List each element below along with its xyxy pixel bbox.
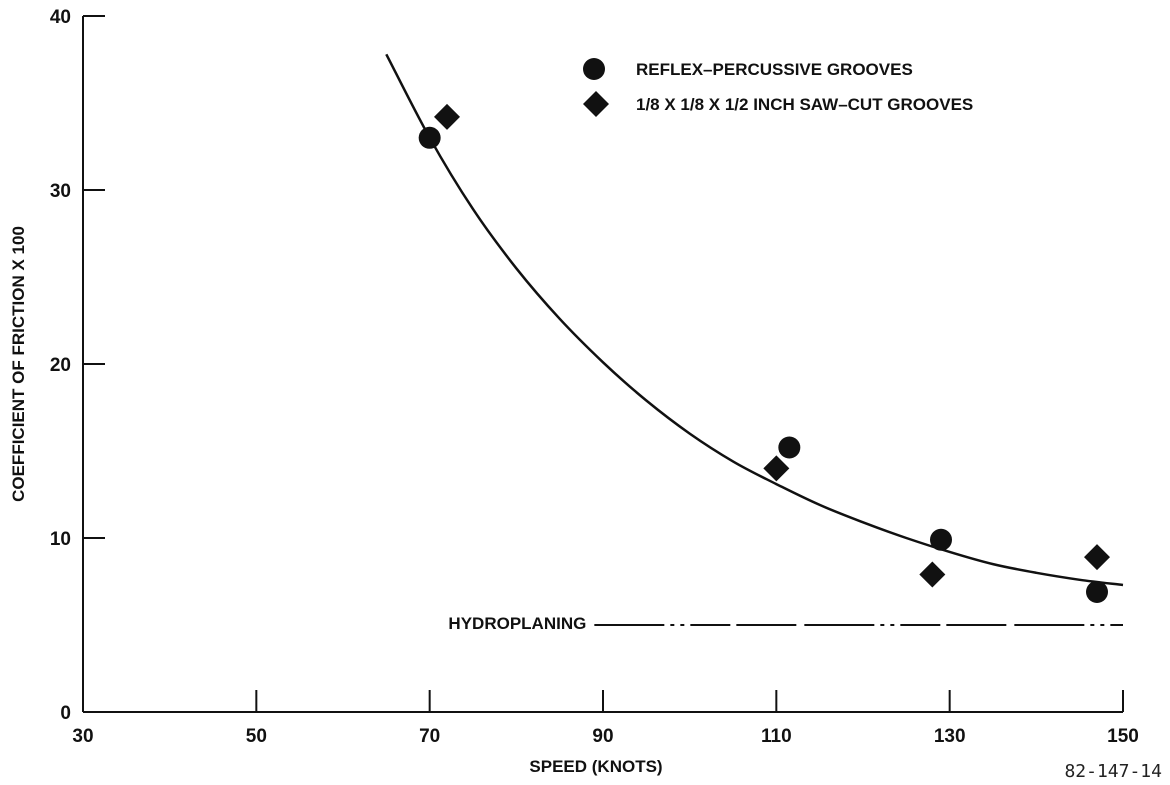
x-tick-label: 90: [592, 726, 613, 747]
fit-curve: [385, 53, 1124, 587]
x-ticks: 30 50 70 90 110 130 150: [72, 690, 1139, 747]
data-point-circle: [778, 436, 801, 459]
legend: REFLEX–PERCUSSIVE GROOVES 1/8 X 1/8 X 1/…: [583, 58, 973, 117]
x-tick-label: 50: [246, 726, 267, 747]
data-point-diamond: [1084, 544, 1110, 571]
data-point-circle: [930, 528, 952, 551]
x-tick-label: 70: [419, 726, 440, 747]
hydroplaning-label: HYDROPLANING: [448, 614, 586, 633]
data-point-circle: [418, 126, 441, 149]
legend-entry-sawcut: 1/8 X 1/8 X 1/2 INCH SAW–CUT GROOVES: [636, 95, 973, 114]
y-tick-label: 40: [50, 7, 71, 28]
legend-circle-marker: [583, 58, 605, 80]
data-point-circle: [1086, 580, 1108, 603]
figure-id: 82-147-14: [1064, 761, 1162, 782]
x-tick-label: 110: [761, 726, 792, 747]
y-tick-label: 20: [50, 355, 71, 376]
legend-diamond-marker: [583, 91, 609, 117]
x-tick-label: 30: [72, 726, 93, 747]
legend-entry-reflex: REFLEX–PERCUSSIVE GROOVES: [636, 60, 913, 79]
data-point-diamond: [919, 561, 946, 588]
y-tick-label: 0: [60, 703, 71, 724]
x-tick-label: 150: [1107, 726, 1139, 747]
x-tick-label: 130: [934, 726, 966, 747]
x-axis-label: SPEED (KNOTS): [529, 757, 662, 776]
y-ticks: 0 10 20 30 40: [50, 7, 105, 724]
data-points: [418, 103, 1110, 603]
y-tick-label: 30: [50, 181, 71, 202]
data-point-diamond: [763, 455, 790, 482]
y-axis-label: COEFFICIENT OF FRICTION X 100: [9, 226, 28, 502]
data-point-diamond: [434, 103, 460, 130]
y-tick-label: 10: [50, 529, 71, 550]
